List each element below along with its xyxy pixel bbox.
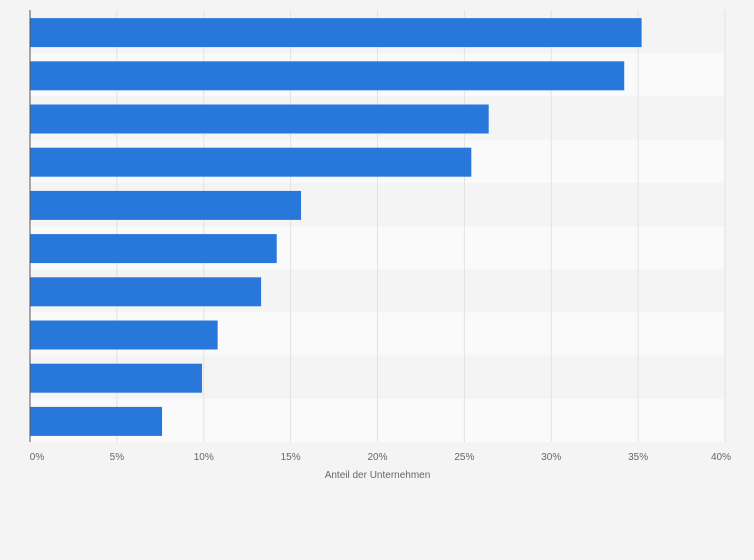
- bar: [30, 61, 625, 91]
- x-axis-ticks: 0% 5% 10% 15% 20% 25% 30% 35% 40%: [30, 452, 731, 463]
- x-tick-label: 5%: [110, 452, 125, 463]
- x-tick-label: 30%: [541, 452, 561, 463]
- bar: [30, 190, 302, 220]
- bar: [30, 104, 489, 134]
- bar: [30, 18, 642, 48]
- x-tick-label: 40%: [711, 452, 731, 463]
- x-tick-label: 15%: [281, 452, 301, 463]
- bar: [30, 147, 472, 177]
- bar: [30, 406, 163, 436]
- x-tick-label: 20%: [367, 452, 387, 463]
- bar: [30, 363, 203, 393]
- bar: [30, 277, 262, 307]
- x-tick-label: 35%: [628, 452, 648, 463]
- x-tick-label: 25%: [454, 452, 474, 463]
- x-tick-label: 0%: [30, 452, 45, 463]
- bar: [30, 320, 218, 350]
- x-axis-title: Anteil der Unternehmen: [325, 470, 431, 481]
- bars: [30, 18, 642, 436]
- bar: [30, 234, 277, 264]
- x-tick-label: 10%: [194, 452, 214, 463]
